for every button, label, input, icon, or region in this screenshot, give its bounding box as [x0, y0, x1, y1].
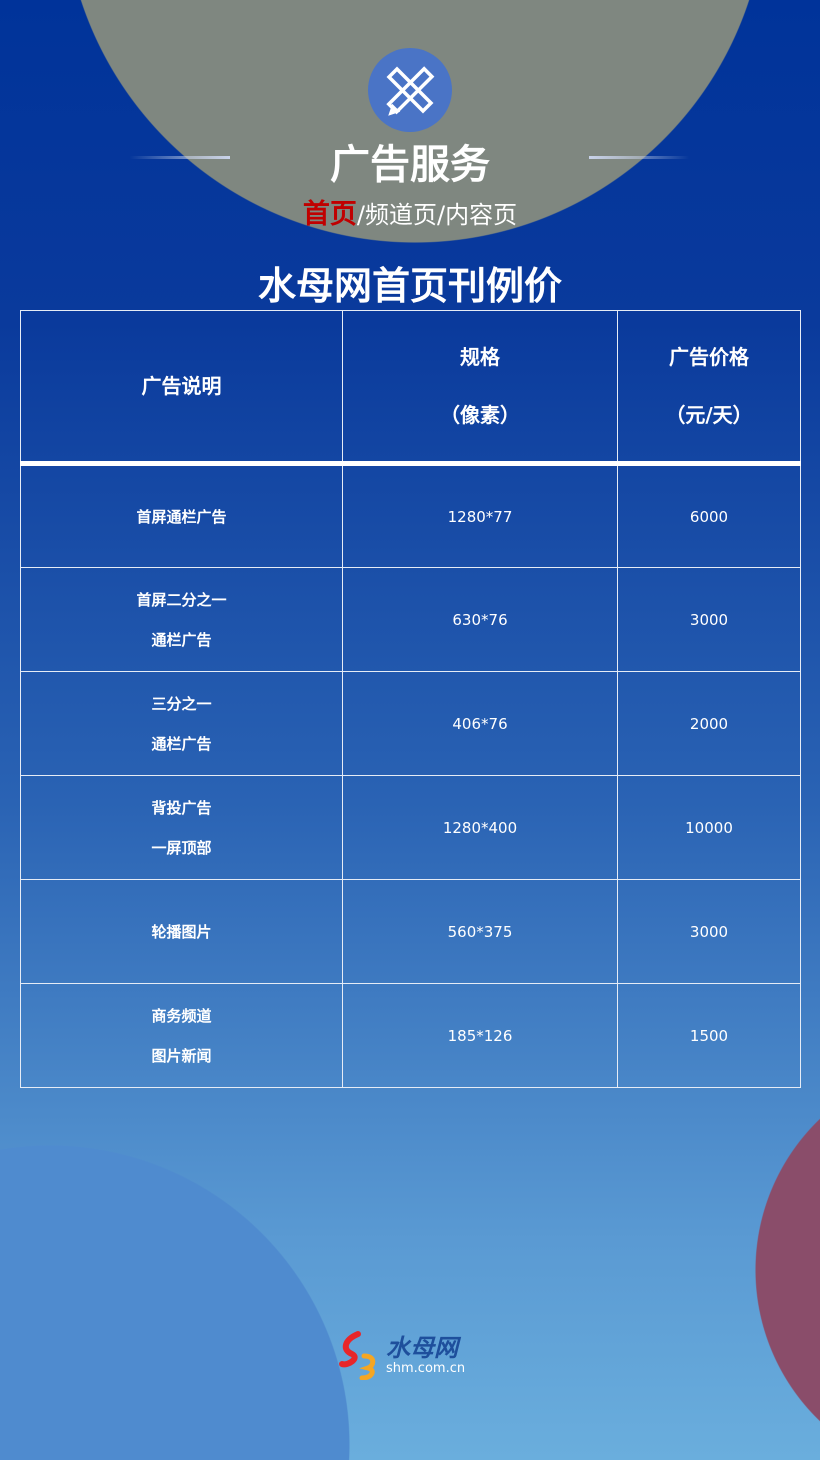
- logo-mark-icon: [339, 1331, 376, 1380]
- page-title: 水母网首页刊例价: [257, 264, 562, 308]
- header-price: 广告价格 （元/天）: [617, 310, 801, 466]
- divider-left: [130, 156, 230, 159]
- ruler-pencil-icon: [368, 48, 452, 132]
- ad-price: 3000: [617, 879, 801, 984]
- price-table: 广告说明 规格 （像素） 广告价格 （元/天） 首屏通栏广告 1280*77 6000 首…: [20, 310, 801, 1088]
- subtitle-active: 首页: [302, 199, 357, 230]
- ad-description: 背投广告 一屏顶部: [20, 775, 343, 880]
- table-row: 背投广告 一屏顶部 1280*400 10000: [20, 775, 801, 880]
- header-size: 规格 （像素）: [342, 310, 618, 466]
- ad-description: 商务频道 图片新闻: [20, 983, 343, 1088]
- ad-size: 1280*400: [342, 775, 618, 880]
- table-row: 轮播图片 560*375 3000: [20, 879, 801, 984]
- table-header-row: 广告说明 规格 （像素） 广告价格 （元/天）: [20, 310, 801, 466]
- section-subtitle: 首页/频道页/内容页: [0, 192, 820, 231]
- table-row: 首屏通栏广告 1280*77 6000: [20, 463, 801, 568]
- table-row: 三分之一 通栏广告 406*76 2000: [20, 671, 801, 776]
- ad-description: 首屏通栏广告: [20, 463, 343, 568]
- ad-description: 三分之一 通栏广告: [20, 671, 343, 776]
- ad-price: 10000: [617, 775, 801, 880]
- ad-price: 1500: [617, 983, 801, 1088]
- ad-size: 630*76: [342, 567, 618, 672]
- divider-right: [589, 156, 689, 159]
- ad-size: 1280*77: [342, 463, 618, 568]
- ad-price: 3000: [617, 567, 801, 672]
- ad-price: 6000: [617, 463, 801, 568]
- ad-description: 轮播图片: [20, 879, 343, 984]
- site-logo: 水母网 shm.com.cn: [338, 1330, 465, 1380]
- ad-description: 首屏二分之一 通栏广告: [20, 567, 343, 672]
- ad-size: 185*126: [342, 983, 618, 1088]
- header-description: 广告说明: [20, 310, 343, 466]
- section-title: 广告服务: [330, 142, 490, 188]
- ad-size: 406*76: [342, 671, 618, 776]
- logo-name: 水母网: [386, 1333, 458, 1362]
- logo-domain: shm.com.cn: [386, 1360, 466, 1376]
- table-row: 商务频道 图片新闻 185*126 1500: [20, 983, 801, 1088]
- subtitle-rest: /频道页/内容页: [356, 201, 518, 229]
- table-row: 首屏二分之一 通栏广告 630*76 3000: [20, 567, 801, 672]
- ad-price: 2000: [617, 671, 801, 776]
- ad-size: 560*375: [342, 879, 618, 984]
